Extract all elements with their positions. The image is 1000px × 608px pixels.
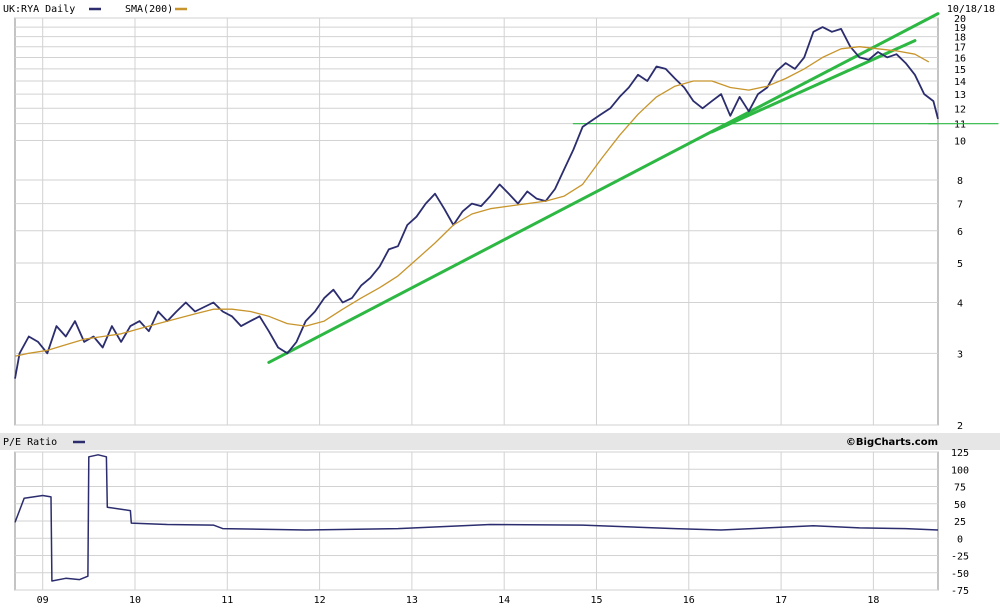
price-tick-label: 18 xyxy=(954,33,966,44)
pe-grid xyxy=(15,451,938,591)
sma-line xyxy=(14,46,930,357)
x-axis: 09 10 11 12 13 14 15 16 17 18 xyxy=(37,595,880,606)
x-tick-label: 10 xyxy=(129,595,141,606)
pe-tick-label: 125 xyxy=(951,448,969,459)
price-tick-label: 17 xyxy=(954,43,966,54)
pe-tick-label: -75 xyxy=(951,586,969,597)
price-tick-label: 20 xyxy=(954,14,966,25)
price-tick-label: 12 xyxy=(954,104,966,115)
price-grid xyxy=(15,17,938,426)
x-tick-label: 18 xyxy=(867,595,879,606)
price-tick-label: 2 xyxy=(957,421,963,432)
pe-tick-label: -25 xyxy=(951,552,969,563)
x-tick-label: 15 xyxy=(590,595,602,606)
legend-label-price: UK:RYA Daily xyxy=(3,4,75,15)
x-tick-label: 16 xyxy=(683,595,695,606)
chart-date: 10/18/18 xyxy=(947,4,995,15)
price-tick-label: 11 xyxy=(954,120,966,131)
trendlines xyxy=(267,12,999,364)
x-tick-label: 12 xyxy=(314,595,326,606)
pe-tick-label: 100 xyxy=(951,465,969,476)
x-tick-label: 13 xyxy=(406,595,418,606)
x-tick-label: 17 xyxy=(775,595,787,606)
price-tick-label: 13 xyxy=(954,90,966,101)
x-tick-label: 11 xyxy=(221,595,233,606)
legend-label-sma: SMA(200) xyxy=(125,4,173,15)
trendline xyxy=(710,39,917,134)
x-tick-label: 09 xyxy=(37,595,49,606)
price-tick-label: 5 xyxy=(957,259,963,270)
price-series-group xyxy=(14,26,939,379)
price-tick-label: 14 xyxy=(954,77,966,88)
price-plot-area xyxy=(14,17,939,426)
price-tick-label: 6 xyxy=(957,227,963,238)
price-tick-label: 19 xyxy=(954,23,966,34)
pe-tick-label: 50 xyxy=(954,500,966,511)
trendline xyxy=(267,12,940,364)
pe-axis: 125 100 75 50 25 0 -25 -50 -75 xyxy=(951,448,969,597)
pe-legend-label: P/E Ratio xyxy=(3,437,57,448)
price-legend: UK:RYA Daily SMA(200) 10/18/18 xyxy=(3,4,995,15)
x-tick-label: 14 xyxy=(498,595,510,606)
price-tick-label: 8 xyxy=(957,176,963,187)
price-tick-label: 3 xyxy=(957,349,963,360)
price-tick-label: 7 xyxy=(957,200,963,211)
pe-tick-label: -50 xyxy=(951,569,969,580)
price-tick-label: 10 xyxy=(954,137,966,148)
pe-tick-label: 25 xyxy=(954,517,966,528)
price-line xyxy=(14,26,939,379)
pe-line xyxy=(14,454,939,582)
pe-tick-label: 0 xyxy=(957,534,963,545)
pe-panel: P/E Ratio ©BigCharts.com 125 100 75 50 25 0 -2… xyxy=(0,433,1000,606)
pe-header-bar xyxy=(0,433,1000,450)
price-tick-label: 16 xyxy=(954,53,966,64)
price-tick-label: 15 xyxy=(954,65,966,76)
pe-tick-label: 75 xyxy=(954,483,966,494)
price-tick-label: 4 xyxy=(957,298,963,309)
pe-series-group xyxy=(14,454,939,582)
credit-label: ©BigCharts.com xyxy=(846,437,938,448)
